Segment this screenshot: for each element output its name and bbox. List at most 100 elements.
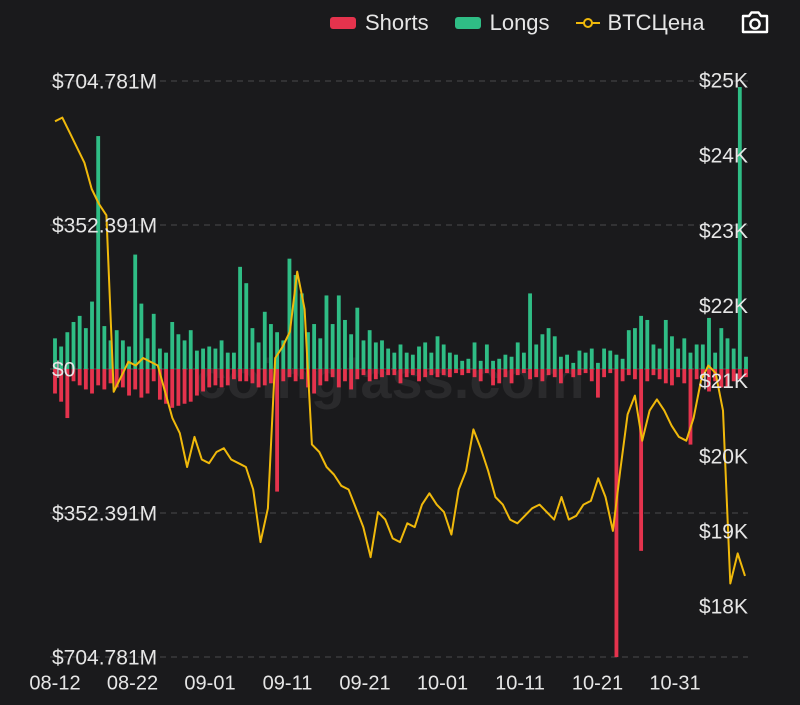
- long-bar: [380, 340, 384, 369]
- short-bar: [151, 369, 156, 382]
- short-bar: [509, 369, 514, 384]
- long-bar: [238, 266, 243, 369]
- long-bar: [737, 87, 742, 369]
- long-bar: [330, 324, 335, 369]
- long-bar: [90, 301, 94, 369]
- long-bar: [608, 350, 613, 369]
- legend-shorts[interactable]: Shorts: [330, 10, 429, 36]
- long-bar: [312, 324, 317, 369]
- long-bar: [71, 322, 76, 369]
- short-bar: [744, 369, 748, 378]
- long-bar: [336, 295, 341, 369]
- long-bar: [645, 319, 650, 369]
- long-bar: [139, 303, 144, 369]
- long-bar: [546, 328, 551, 369]
- right-axis-tick-label: $22K: [699, 295, 748, 318]
- short-bar: [417, 369, 421, 382]
- long-bar: [626, 330, 631, 369]
- short-bar: [596, 369, 600, 398]
- short-bar: [182, 369, 187, 404]
- short-bar: [429, 369, 434, 376]
- long-bar: [670, 336, 674, 369]
- right-axis-tick-label: $24K: [699, 145, 748, 168]
- long-bar: [540, 334, 545, 369]
- long-bar: [108, 340, 113, 369]
- legend-price[interactable]: BTCЦена: [575, 10, 705, 36]
- short-bar: [540, 369, 545, 382]
- legend-shorts-label: Shorts: [365, 10, 429, 35]
- long-bar: [207, 346, 212, 369]
- long-bar: [682, 338, 687, 369]
- left-axis-tick-label: $352.391M: [52, 503, 157, 526]
- short-bar: [577, 369, 582, 376]
- long-bar: [552, 336, 557, 369]
- long-bar: [127, 346, 131, 369]
- x-axis-tick-label: 10-31: [649, 672, 700, 694]
- short-bar: [127, 369, 131, 396]
- short-bar: [194, 369, 199, 396]
- long-bar: [133, 254, 138, 369]
- short-bar: [719, 369, 724, 388]
- short-bar: [670, 369, 674, 386]
- short-bar: [207, 369, 212, 388]
- long-bar: [343, 319, 347, 369]
- long-bar: [725, 338, 730, 369]
- long-bar: [694, 344, 699, 369]
- short-bar: [633, 369, 637, 380]
- camera-icon[interactable]: [740, 9, 770, 35]
- short-bar: [367, 369, 372, 382]
- long-bar: [281, 340, 286, 369]
- longs-swatch: [454, 17, 481, 29]
- short-bar: [515, 369, 520, 376]
- short-bar: [447, 369, 452, 378]
- legend: Shorts Longs BTCЦена: [330, 8, 730, 38]
- short-bar: [275, 369, 280, 492]
- short-bar: [552, 369, 557, 378]
- short-bar: [293, 369, 298, 382]
- short-bar: [269, 369, 273, 384]
- long-bar: [534, 344, 539, 369]
- short-bar: [626, 369, 631, 376]
- long-bar: [201, 348, 205, 369]
- long-bar: [417, 346, 421, 369]
- short-bar: [238, 369, 243, 382]
- short-bar: [225, 369, 230, 386]
- short-bar: [645, 369, 650, 382]
- short-bar: [682, 369, 687, 384]
- short-bar: [312, 369, 317, 394]
- x-axis-tick-label: 09-01: [184, 672, 235, 694]
- short-bar: [299, 369, 304, 380]
- long-bar: [102, 326, 107, 369]
- long-bar: [367, 330, 372, 369]
- short-bar: [707, 369, 711, 392]
- long-bar: [577, 350, 582, 369]
- short-bar: [244, 369, 249, 382]
- short-bar: [528, 369, 532, 380]
- short-bar: [361, 369, 366, 376]
- short-bar: [565, 369, 569, 374]
- long-bar: [355, 307, 360, 369]
- legend-longs[interactable]: Longs: [454, 10, 550, 36]
- right-axis-tick-label: $19K: [699, 520, 748, 543]
- short-bar: [250, 369, 255, 384]
- long-bar: [700, 344, 705, 369]
- short-bar: [398, 369, 403, 384]
- long-bar: [392, 352, 397, 369]
- long-bar: [528, 293, 532, 369]
- long-bar: [59, 346, 64, 369]
- short-bar: [466, 369, 471, 374]
- long-bar: [602, 348, 607, 369]
- price-swatch: [575, 16, 600, 30]
- long-bar: [441, 344, 446, 369]
- short-bar: [676, 369, 681, 378]
- short-bar: [571, 369, 576, 378]
- long-bar: [565, 354, 569, 369]
- legend-price-label: BTCЦена: [607, 10, 705, 35]
- long-bar: [454, 354, 458, 369]
- long-bar: [472, 342, 477, 369]
- short-bar: [53, 369, 57, 394]
- long-bar: [349, 334, 354, 369]
- short-bar: [608, 369, 613, 374]
- right-axis-tick-label: $20K: [699, 445, 748, 468]
- short-bar: [287, 369, 292, 378]
